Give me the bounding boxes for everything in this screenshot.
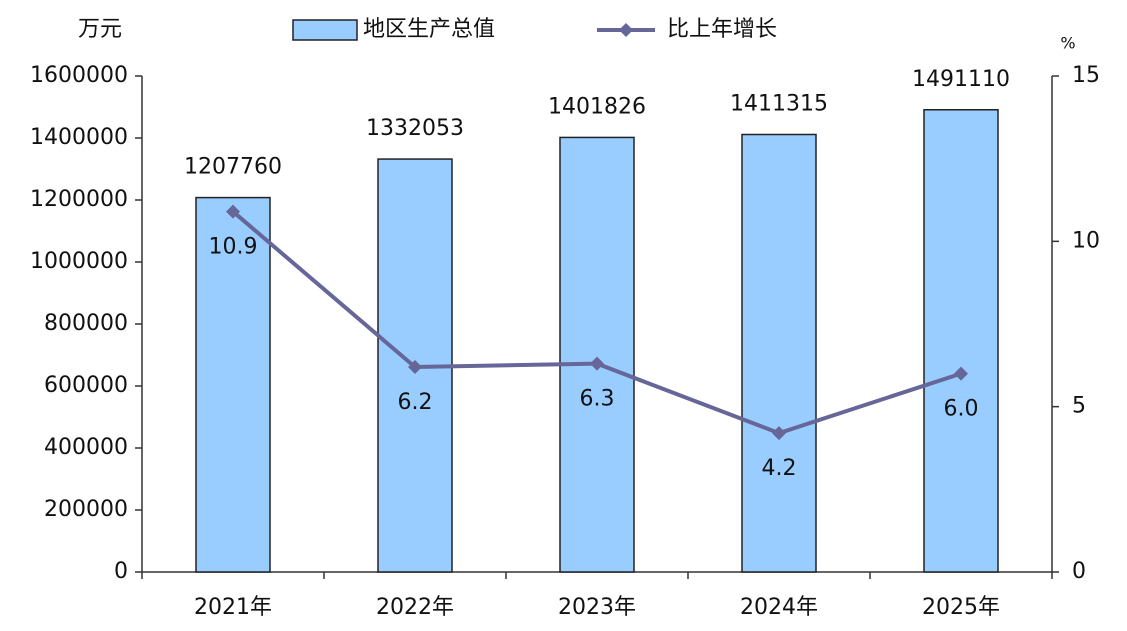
- bar-value-label: 1401826: [548, 94, 646, 119]
- y2-tick-label: 10: [1072, 228, 1100, 253]
- legend-label: 地区生产总值: [363, 17, 495, 42]
- bar-value-label: 1207760: [184, 155, 282, 180]
- y-tick-label: 1400000: [30, 125, 128, 150]
- legend-marker: [619, 23, 633, 37]
- y-tick-label: 1000000: [30, 249, 128, 274]
- y-axis-unit: 万元: [78, 17, 122, 42]
- line-marker: [408, 359, 422, 374]
- y-tick-label: 1600000: [30, 63, 128, 88]
- bar: [559, 136, 635, 573]
- y-tick-label: 400000: [44, 435, 128, 460]
- line-value-label: 4.2: [762, 456, 797, 481]
- x-tick-label: 2025年: [922, 595, 1000, 620]
- y-tick-label: 800000: [44, 311, 128, 336]
- legend-label: 比上年增长: [667, 17, 777, 42]
- bar-value-label: 1411315: [730, 91, 828, 116]
- line-value-label: 6.2: [398, 390, 433, 415]
- y-tick-label: 0: [114, 559, 128, 584]
- bar: [923, 109, 999, 573]
- line-value-label: 6.0: [944, 397, 979, 422]
- bar-value-label: 1491110: [912, 67, 1010, 92]
- y2-tick-label: 15: [1072, 63, 1100, 88]
- y2-tick-label: 0: [1072, 559, 1086, 584]
- line-value-label: 6.3: [580, 387, 615, 412]
- x-tick-label: 2021年: [194, 595, 272, 620]
- y-tick-label: 600000: [44, 373, 128, 398]
- bar: [195, 196, 271, 573]
- line-marker: [772, 426, 786, 441]
- bar: [741, 133, 817, 573]
- y2-tick-label: 5: [1072, 394, 1086, 419]
- line-marker: [590, 356, 604, 371]
- line-marker: [226, 204, 240, 219]
- y-tick-label: 200000: [44, 497, 128, 522]
- line-marker: [954, 366, 968, 381]
- y2-axis-unit: %: [1060, 34, 1075, 53]
- legend-swatch: [292, 19, 358, 41]
- y-tick-label: 1200000: [30, 187, 128, 212]
- x-tick-label: 2023年: [558, 595, 636, 620]
- x-tick-label: 2024年: [740, 595, 818, 620]
- x-tick-label: 2022年: [376, 595, 454, 620]
- line-value-label: 10.9: [209, 235, 258, 260]
- bar-value-label: 1332053: [366, 116, 464, 141]
